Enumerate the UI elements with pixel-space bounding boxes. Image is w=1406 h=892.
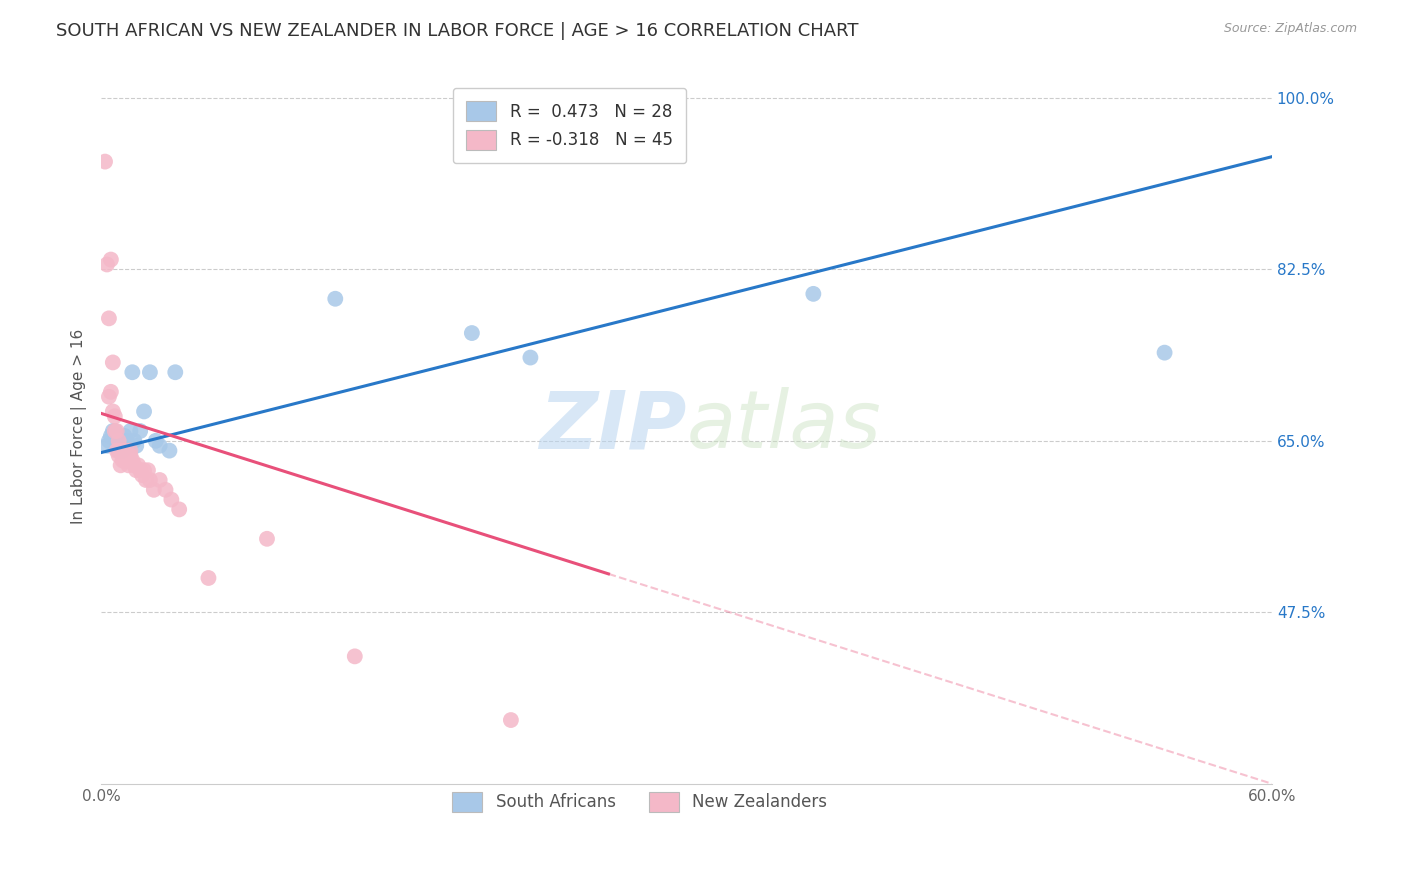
Point (104, 409, 127, 424)
Text: atlas: atlas (686, 387, 882, 465)
Point (167, 502, 190, 516)
Point (124, 458, 146, 473)
Point (499, 713, 522, 727)
Point (111, 443, 134, 458)
Point (100, 384, 122, 399)
Text: ZIP: ZIP (538, 387, 686, 465)
Point (115, 449, 138, 463)
Point (131, 468, 153, 483)
Point (323, 292, 346, 306)
Point (105, 424, 128, 438)
Point (114, 429, 136, 443)
Point (132, 404, 155, 418)
Point (105, 434, 128, 448)
Point (160, 492, 183, 507)
Point (142, 483, 165, 497)
Point (100, 252, 122, 267)
Point (136, 463, 159, 477)
Point (519, 351, 541, 365)
Point (121, 453, 143, 467)
Point (115, 434, 138, 448)
Point (111, 453, 134, 467)
Point (101, 355, 124, 369)
Point (115, 453, 138, 467)
Point (107, 443, 129, 458)
Point (104, 424, 127, 438)
Point (117, 458, 139, 473)
Point (97, 311, 120, 326)
Legend: South Africans, New Zealanders: South Africans, New Zealanders (439, 779, 841, 825)
Point (343, 649, 366, 664)
Point (114, 453, 136, 467)
Point (125, 463, 148, 477)
Point (120, 424, 142, 438)
Point (149, 439, 172, 453)
Point (197, 571, 219, 585)
Point (117, 449, 139, 463)
Point (107, 434, 129, 448)
Point (129, 424, 152, 438)
Point (256, 532, 278, 546)
Point (114, 443, 136, 458)
Point (125, 439, 148, 453)
Point (461, 326, 484, 340)
Point (110, 439, 132, 453)
Point (101, 424, 124, 438)
Point (96, 257, 118, 271)
Point (111, 443, 134, 458)
Point (165, 365, 187, 379)
Text: SOUTH AFRICAN VS NEW ZEALANDER IN LABOR FORCE | AGE > 16 CORRELATION CHART: SOUTH AFRICAN VS NEW ZEALANDER IN LABOR … (56, 22, 859, 40)
Point (127, 458, 149, 473)
Point (145, 434, 167, 448)
Y-axis label: In Labor Force | Age > 16: In Labor Force | Age > 16 (72, 328, 87, 524)
Point (801, 286, 824, 301)
Point (100, 429, 122, 443)
Point (104, 424, 127, 438)
Point (120, 443, 142, 458)
Point (129, 463, 152, 477)
Point (132, 463, 155, 477)
Point (155, 483, 177, 497)
Text: Source: ZipAtlas.com: Source: ZipAtlas.com (1223, 22, 1357, 36)
Point (105, 443, 128, 458)
Point (94, 154, 117, 169)
Point (159, 443, 181, 458)
Point (120, 449, 142, 463)
Point (97, 434, 120, 448)
Point (110, 443, 132, 458)
Point (117, 439, 139, 453)
Point (110, 458, 132, 473)
Point (1153, 345, 1175, 359)
Point (96, 439, 118, 453)
Point (135, 473, 157, 487)
Point (139, 365, 162, 379)
Point (101, 404, 124, 418)
Point (121, 365, 143, 379)
Point (149, 473, 172, 487)
Point (124, 434, 146, 448)
Point (97, 390, 120, 404)
Point (107, 449, 129, 463)
Point (139, 473, 162, 487)
